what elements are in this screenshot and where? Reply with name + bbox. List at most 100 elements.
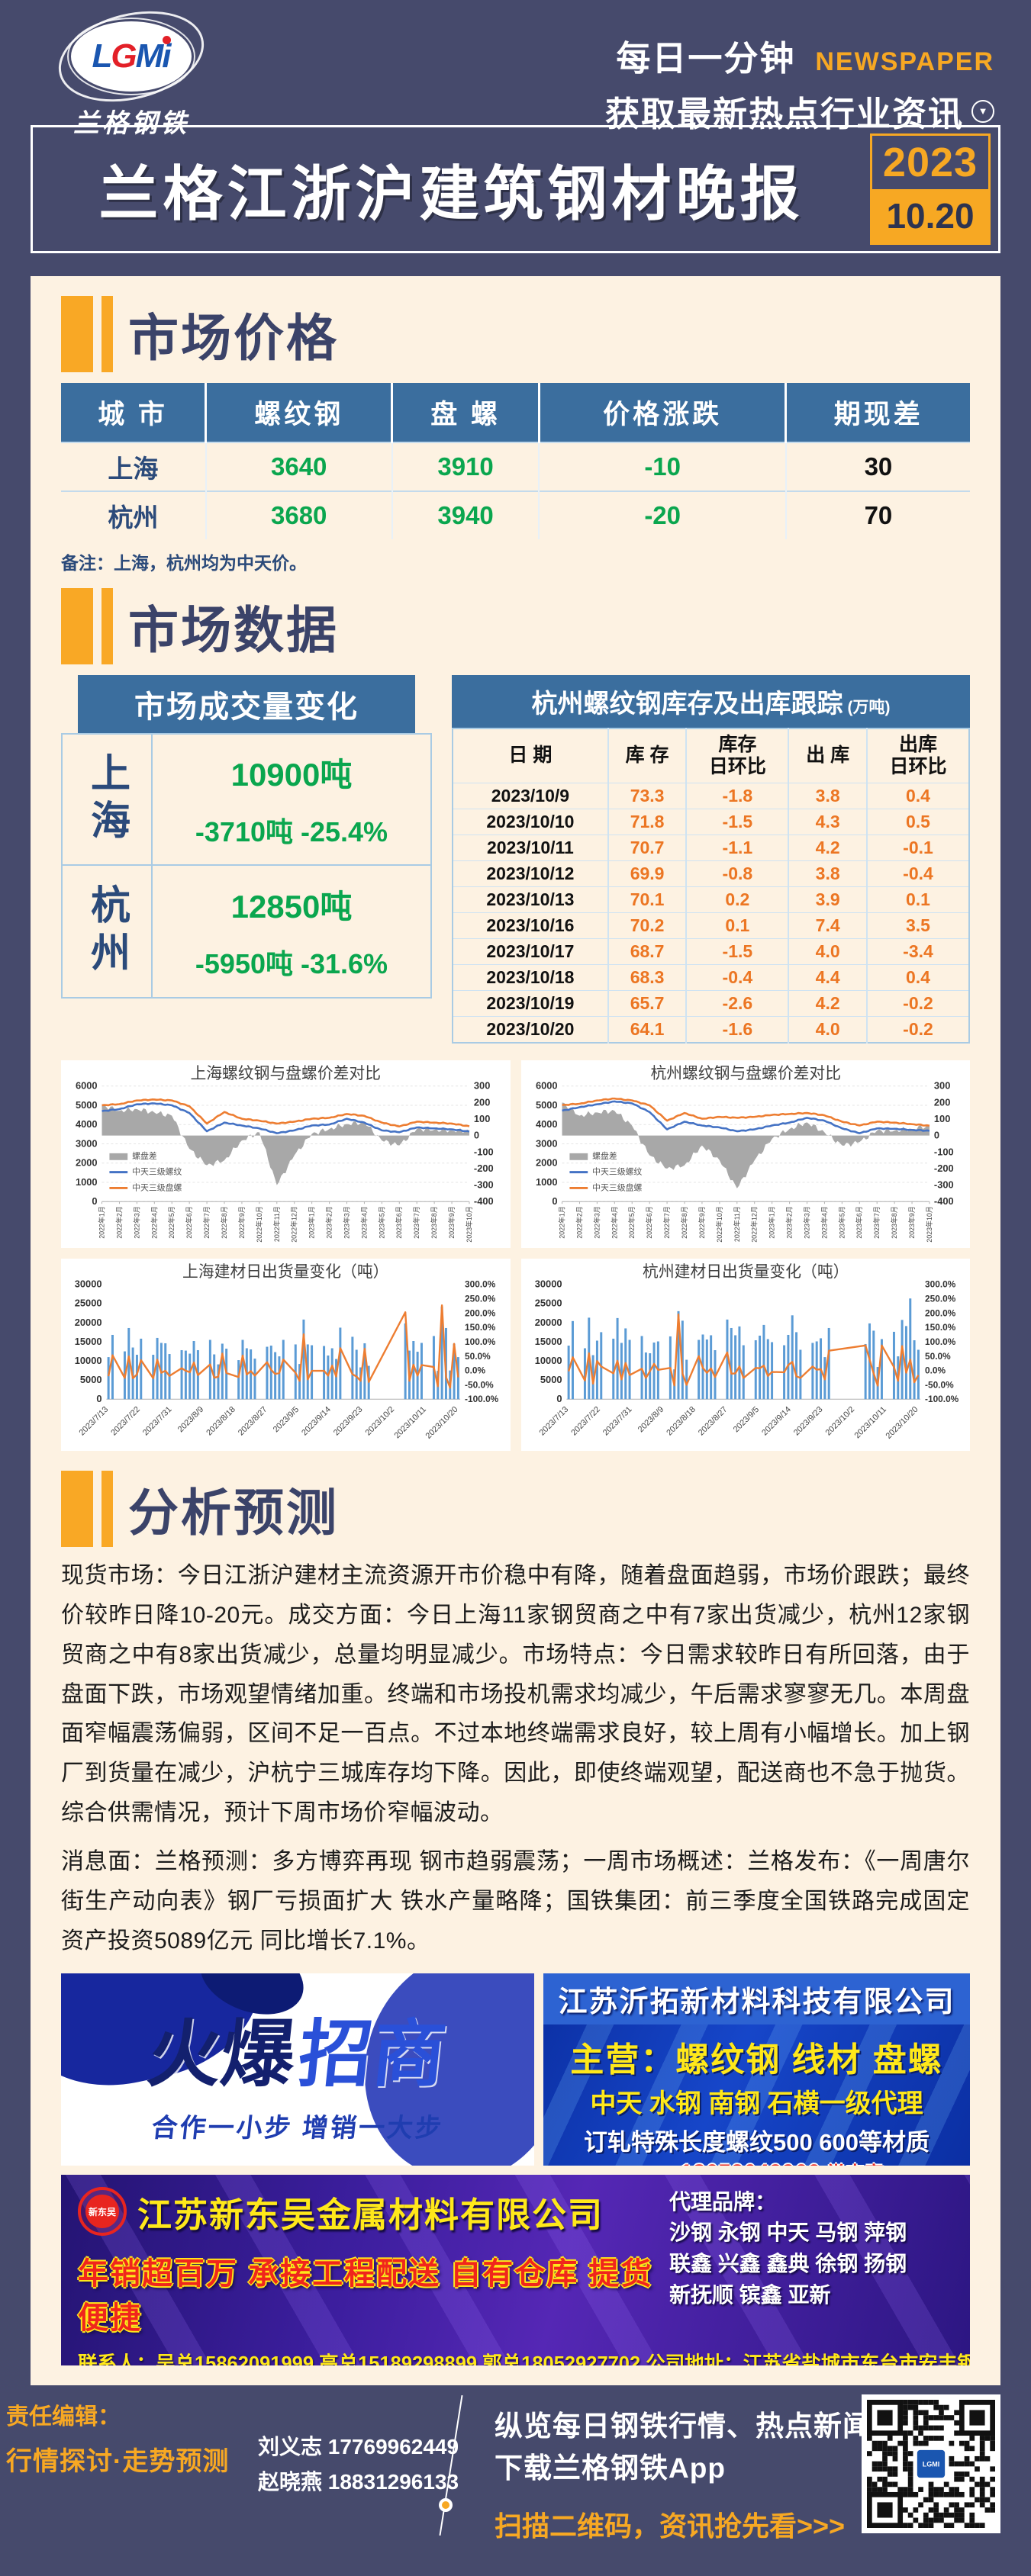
svg-text:0: 0: [96, 1393, 101, 1404]
inventory-cell: -1.8: [686, 782, 790, 809]
ad-investment-banner: 火爆 招商 合作一小步 增销一大步: [61, 1973, 534, 2166]
svg-text:6000: 6000: [76, 1079, 98, 1091]
svg-text:2023年10月: 2023年10月: [924, 1206, 933, 1243]
inventory-cell: 4.2: [788, 989, 868, 1016]
svg-text:2023年9月: 2023年9月: [907, 1206, 916, 1239]
svg-text:2000: 2000: [535, 1156, 557, 1168]
inventory-row: 2023/10/18 68.3 -0.4 4.4 0.4: [453, 963, 969, 990]
svg-text:2022年7月: 2022年7月: [202, 1206, 211, 1239]
svg-text:2022年3月: 2022年3月: [132, 1206, 140, 1239]
svg-text:15000: 15000: [534, 1336, 562, 1347]
price-table-header: 城 市螺纹钢盘 螺价格涨跌 期现差: [61, 383, 970, 442]
inventory-cell: 3.8: [788, 860, 868, 886]
section-accent-bars-icon: [61, 588, 113, 664]
inventory-row: 2023/10/11 70.7 -1.1 4.2 -0.1: [453, 834, 969, 860]
svg-text:2023/8/18: 2023/8/18: [665, 1405, 698, 1438]
editor-1: 刘义志 17769962449: [258, 2434, 459, 2459]
svg-text:10000: 10000: [75, 1355, 102, 1366]
svg-text:中天三级盘螺: 中天三级盘螺: [132, 1182, 182, 1192]
svg-text:-400: -400: [933, 1195, 953, 1207]
svg-text:0: 0: [92, 1195, 97, 1207]
price-column-header: 城 市: [61, 383, 208, 442]
inventory-cell: 2023/10/9: [453, 782, 609, 809]
svg-text:300: 300: [933, 1079, 949, 1091]
svg-text:2022年3月: 2022年3月: [592, 1206, 601, 1239]
ad-company-name: 江苏新东吴金属材料有限公司: [137, 2195, 604, 2234]
qr-code: LGMI: [862, 2394, 1000, 2533]
svg-text:25000: 25000: [75, 1298, 102, 1309]
inventory-cell: 71.8: [607, 808, 688, 835]
price-column-header: 期现差: [785, 383, 970, 442]
inventory-table: 日 期库 存库存 日环比出 库出库 日环比 2023/10/9 73.3 -1.8 3.8…: [452, 728, 970, 1044]
brands-line: 新抚顺 镔鑫 亚新: [669, 2282, 831, 2307]
svg-text:-200: -200: [933, 1162, 953, 1173]
charts-grid: 0 1000 2000 3000 4000 5000 6000 -400 -300 -200 -10…: [61, 1060, 970, 1451]
svg-text:2022年6月: 2022年6月: [185, 1206, 193, 1239]
inventory-cell: 3.9: [788, 886, 868, 912]
volume-city: 杭州: [63, 866, 153, 997]
svg-text:1000: 1000: [76, 1175, 98, 1187]
column-label: 行情探讨·走势预测: [6, 2446, 230, 2476]
svg-text:2023/9/14: 2023/9/14: [760, 1405, 793, 1438]
inventory-cell: 2023/10/16: [453, 912, 609, 938]
ad-brands: 代理品牌： 沙钢 永钢 中天 马钢 萍钢 联鑫 兴鑫 鑫典 徐钢 扬钢 新抚顺 …: [669, 2187, 953, 2337]
header-slogan: 每日一分钟 NEWSPAPER 获取最新热点行业资讯 ▼: [605, 21, 994, 136]
svg-text:-400: -400: [474, 1195, 494, 1207]
inventory-cell: 2023/10/17: [453, 937, 609, 964]
svg-text:-100.0%: -100.0%: [465, 1394, 499, 1404]
logo-subtitle: 兰格钢铁: [73, 109, 189, 138]
section-accent-bars-icon: [61, 296, 113, 372]
svg-text:2023/10/2: 2023/10/2: [364, 1405, 397, 1438]
inventory-cell: 65.7: [607, 989, 688, 1016]
ad-word-zhaoshang: 招商: [295, 2013, 450, 2095]
svg-text:2023年5月: 2023年5月: [377, 1206, 385, 1239]
price-cell: 杭州: [61, 490, 207, 539]
svg-text:2023/9/5: 2023/9/5: [272, 1405, 301, 1434]
inventory-cell: 2023/10/11: [453, 834, 609, 860]
promo-line1: 纵览每日钢铁行情、热点新闻: [495, 2410, 872, 2442]
svg-text:50.0%: 50.0%: [465, 1351, 491, 1362]
inventory-cell: -1.5: [686, 937, 790, 964]
svg-text:2023/9/5: 2023/9/5: [731, 1405, 760, 1434]
inventory-cell: -1.5: [686, 808, 790, 835]
svg-text:-200: -200: [474, 1162, 494, 1173]
volume-row: 杭州 12850吨 -5950吨 -31.6%: [63, 866, 430, 997]
inventory-cell: 2023/10/20: [453, 1015, 609, 1043]
svg-text:2022年2月: 2022年2月: [575, 1206, 583, 1239]
svg-text:5000: 5000: [80, 1374, 102, 1385]
page-header: LGMi 兰格钢铁 每日一分钟 NEWSPAPER 获取最新热点行业资讯 ▼: [0, 0, 1031, 138]
svg-text:2023/10/11: 2023/10/11: [392, 1405, 427, 1440]
svg-text:2022年7月: 2022年7月: [662, 1206, 671, 1239]
price-column-header: 价格涨跌: [539, 383, 788, 442]
svg-text:2023年6月: 2023年6月: [395, 1206, 403, 1239]
section-market-data: 市场数据: [61, 588, 970, 664]
price-table: 城 市螺纹钢盘 螺价格涨跌 期现差 上海 3640 3910 -10 30 杭州 3680 39…: [61, 383, 970, 539]
editor-contacts: 刘义志 17769962449 赵晓燕 18831296133: [258, 2430, 459, 2500]
inventory-cell: -0.8: [686, 860, 790, 886]
svg-text:2023/8/27: 2023/8/27: [237, 1405, 269, 1438]
ad-agents: 中天 水钢 南钢 石横一级代理: [590, 2089, 923, 2118]
price-cell: 3910: [391, 442, 540, 491]
price-cell: 3680: [205, 490, 393, 539]
inventory-cell: 68.3: [607, 963, 688, 990]
section-title: 分析预测: [128, 1484, 339, 1541]
svg-text:25000: 25000: [534, 1298, 562, 1309]
chart-shanghai-daily-shipments: 0 5000 10000 15000 20000 25000 30000 -100.0% -50…: [61, 1259, 511, 1451]
svg-text:4000: 4000: [76, 1118, 98, 1130]
inventory-row: 2023/10/12 69.9 -0.8 3.8 -0.4: [453, 860, 969, 886]
inventory-column-header: 出 库: [788, 728, 868, 783]
svg-text:2023/8/9: 2023/8/9: [176, 1405, 205, 1434]
analysis-paragraph-news: 消息面：兰格预测：多方博弈再现 钢市趋弱震荡；一周市场概述：兰格发布：《一周唐尔…: [61, 1849, 970, 1954]
volume-panel-title: 市场成交量变化: [78, 675, 415, 733]
svg-text:5000: 5000: [535, 1098, 557, 1110]
brand-logo: LGMi 兰格钢铁: [40, 21, 223, 140]
svg-text:螺盘差: 螺盘差: [592, 1150, 617, 1160]
ad-left-slogan: 合作一小步 增销一大步: [150, 2113, 445, 2143]
svg-text:4000: 4000: [535, 1118, 557, 1130]
inventory-cell: -0.2: [866, 1015, 969, 1043]
inventory-cell: 70.1: [607, 886, 688, 912]
inventory-column-header: 库存 日环比: [686, 728, 790, 783]
svg-text:2022年8月: 2022年8月: [679, 1206, 688, 1239]
svg-text:2023/8/9: 2023/8/9: [636, 1405, 665, 1434]
svg-text:-100: -100: [933, 1146, 953, 1157]
